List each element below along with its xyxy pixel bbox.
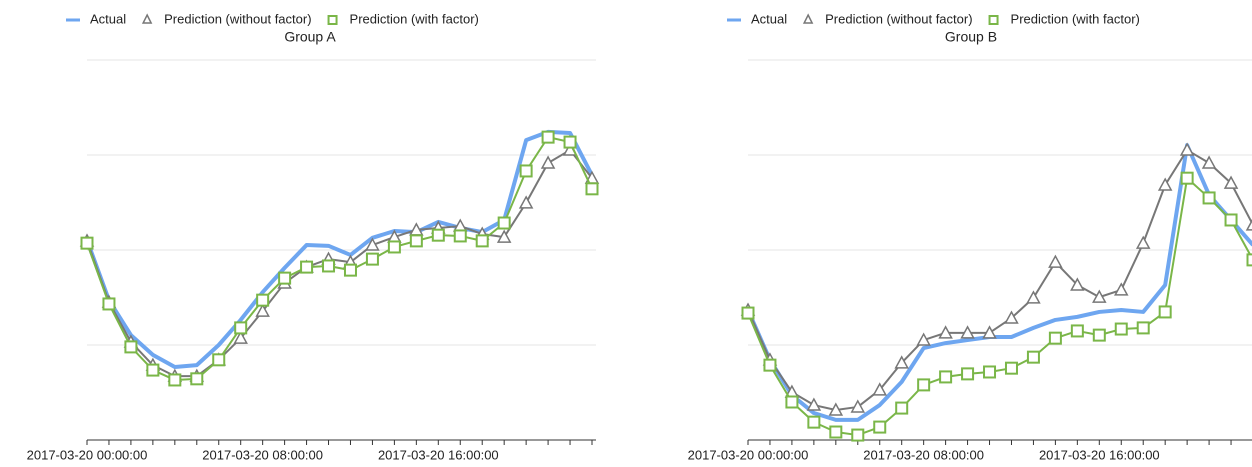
triangle-marker (806, 397, 822, 411)
square-marker (519, 164, 533, 178)
triangle-marker (1070, 277, 1085, 291)
triangle-marker (365, 237, 380, 251)
square-marker (343, 263, 357, 277)
square-marker (124, 340, 138, 354)
x-tick-label: 2017-03-20 08:00:00 (202, 447, 323, 462)
square-marker (961, 367, 975, 381)
square-marker (1048, 331, 1062, 345)
triangle-marker (255, 303, 270, 317)
square-marker (1004, 361, 1018, 375)
legend-swatch (327, 15, 338, 25)
square-marker (1070, 324, 1084, 338)
square-marker (453, 229, 467, 243)
triangle-marker (916, 332, 931, 346)
square-marker (1158, 305, 1172, 319)
square-marker (785, 395, 799, 409)
triangle-marker (982, 325, 997, 339)
legend-label: Actual (90, 11, 126, 26)
square-marker (983, 365, 997, 379)
square-marker (541, 130, 555, 144)
square-marker (409, 234, 423, 248)
square-marker (763, 358, 777, 372)
x-tick-label: 2017-03-20 00:00:00 (688, 447, 809, 462)
legend-swatch (141, 13, 153, 24)
triangle-marker (828, 402, 844, 416)
triangle-marker (1048, 254, 1063, 268)
legend-swatch (802, 13, 814, 24)
x-tick-label: 2017-03-20 16:00:00 (1039, 447, 1160, 462)
series-line (86, 149, 593, 378)
triangle-marker (1157, 177, 1173, 191)
square-marker (895, 401, 909, 415)
triangle-marker (1223, 175, 1239, 189)
chart-panel: 2017-03-20 00:00:00 2017-03-20 08:00:00 20… (27, 11, 600, 462)
chart-title: Group A (284, 29, 336, 45)
square-marker (563, 135, 577, 149)
square-marker (807, 415, 821, 429)
legend-label: Prediction (with factor) (350, 11, 479, 26)
square-marker (917, 378, 931, 392)
legend-label: Prediction (without factor) (825, 11, 972, 26)
x-tick-label: 2017-03-20 16:00:00 (378, 447, 499, 462)
square-marker (1224, 213, 1238, 227)
square-marker (829, 425, 843, 439)
square-marker (212, 353, 226, 367)
square-marker (190, 372, 204, 386)
triangle-marker (1179, 142, 1195, 156)
square-marker (168, 373, 182, 387)
legend-label: Prediction (with factor) (1011, 11, 1140, 26)
square-marker (365, 252, 379, 266)
triangle-marker (872, 382, 888, 396)
square-marker (1180, 171, 1194, 185)
square-marker (851, 428, 865, 442)
triangle-marker (1026, 290, 1041, 304)
series-line (85, 129, 594, 370)
triangle-marker (938, 325, 953, 339)
triangle-marker (1004, 310, 1019, 324)
triangle-marker (1113, 282, 1129, 296)
square-marker (146, 363, 160, 377)
triangle-marker (233, 330, 248, 344)
square-marker (1026, 350, 1040, 364)
legend-swatch (988, 15, 999, 25)
square-marker (431, 228, 445, 242)
triangle-marker (1201, 155, 1217, 169)
square-marker (322, 259, 336, 273)
square-marker (234, 321, 248, 335)
triangle-marker (960, 325, 975, 339)
legend-label: Prediction (without factor) (164, 11, 311, 26)
square-marker (1114, 322, 1128, 336)
square-marker (741, 306, 755, 320)
square-marker (873, 420, 887, 434)
triangle-marker (1245, 219, 1252, 231)
square-marker (387, 240, 401, 254)
triangle-marker (1092, 289, 1107, 303)
square-marker (1202, 191, 1216, 205)
triangle-marker (518, 195, 534, 209)
triangle-marker (540, 155, 556, 169)
triangle-marker (850, 399, 866, 413)
chart-title: Group B (945, 29, 997, 45)
chart-panel: 2017-03-20 00:00:00 2017-03-20 08:00:00 20… (688, 11, 1252, 462)
square-marker (1246, 253, 1252, 267)
square-marker (1092, 328, 1106, 342)
square-marker (475, 234, 489, 248)
triangle-marker (894, 355, 909, 369)
square-marker (80, 236, 94, 250)
square-marker (256, 293, 270, 307)
square-marker (102, 297, 116, 311)
square-marker (939, 370, 953, 384)
legend-label: Actual (751, 11, 787, 26)
square-marker (300, 260, 314, 274)
series-line (746, 143, 1252, 422)
x-tick-label: 2017-03-20 08:00:00 (863, 447, 984, 462)
square-marker (585, 182, 599, 196)
triangle-marker (496, 229, 512, 243)
x-tick-label: 2017-03-20 00:00:00 (27, 447, 148, 462)
square-marker (278, 271, 292, 285)
square-marker (1136, 321, 1150, 335)
square-marker (497, 216, 511, 230)
triangle-marker (1135, 235, 1151, 249)
